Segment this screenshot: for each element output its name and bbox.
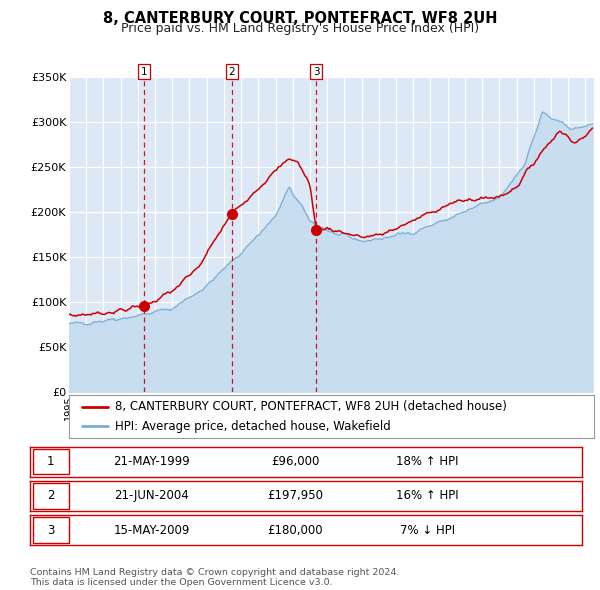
Text: £197,950: £197,950 <box>267 489 323 502</box>
Text: 2: 2 <box>47 489 54 502</box>
Text: 2: 2 <box>229 67 235 77</box>
Text: 8, CANTERBURY COURT, PONTEFRACT, WF8 2UH (detached house): 8, CANTERBURY COURT, PONTEFRACT, WF8 2UH… <box>115 400 507 413</box>
Text: 7% ↓ HPI: 7% ↓ HPI <box>400 523 455 536</box>
Text: 8, CANTERBURY COURT, PONTEFRACT, WF8 2UH: 8, CANTERBURY COURT, PONTEFRACT, WF8 2UH <box>103 11 497 25</box>
Text: 15-MAY-2009: 15-MAY-2009 <box>113 523 190 536</box>
Text: 18% ↑ HPI: 18% ↑ HPI <box>396 455 458 468</box>
FancyBboxPatch shape <box>33 483 68 509</box>
Text: 3: 3 <box>47 523 54 536</box>
FancyBboxPatch shape <box>33 449 68 474</box>
Text: £180,000: £180,000 <box>267 523 323 536</box>
Text: Contains HM Land Registry data © Crown copyright and database right 2024.
This d: Contains HM Land Registry data © Crown c… <box>30 568 400 587</box>
Text: 1: 1 <box>47 455 54 468</box>
Text: 3: 3 <box>313 67 320 77</box>
Text: 21-JUN-2004: 21-JUN-2004 <box>114 489 189 502</box>
Text: 16% ↑ HPI: 16% ↑ HPI <box>396 489 459 502</box>
Text: 21-MAY-1999: 21-MAY-1999 <box>113 455 190 468</box>
Text: HPI: Average price, detached house, Wakefield: HPI: Average price, detached house, Wake… <box>115 420 391 433</box>
Text: £96,000: £96,000 <box>271 455 319 468</box>
Text: 1: 1 <box>141 67 148 77</box>
Text: Price paid vs. HM Land Registry's House Price Index (HPI): Price paid vs. HM Land Registry's House … <box>121 22 479 35</box>
FancyBboxPatch shape <box>33 517 68 543</box>
